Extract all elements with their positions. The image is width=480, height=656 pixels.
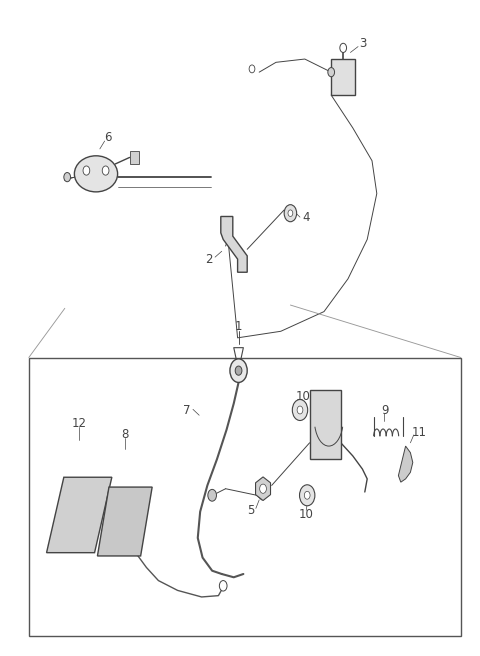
FancyBboxPatch shape	[310, 390, 341, 459]
Text: 4: 4	[302, 211, 310, 224]
Circle shape	[102, 166, 109, 175]
Circle shape	[297, 406, 303, 414]
Polygon shape	[97, 487, 152, 556]
Polygon shape	[255, 477, 271, 501]
Circle shape	[304, 491, 310, 499]
Text: 1: 1	[235, 320, 242, 333]
Circle shape	[208, 489, 216, 501]
Text: 9: 9	[382, 403, 389, 417]
Circle shape	[83, 166, 90, 175]
FancyBboxPatch shape	[130, 151, 139, 164]
Circle shape	[235, 366, 242, 375]
Text: 2: 2	[205, 253, 213, 266]
Text: 7: 7	[183, 403, 191, 417]
Ellipse shape	[74, 156, 118, 192]
Text: 8: 8	[121, 428, 129, 441]
Circle shape	[300, 485, 315, 506]
Circle shape	[328, 68, 335, 77]
Circle shape	[340, 43, 347, 52]
Circle shape	[64, 173, 71, 182]
Text: 10: 10	[299, 508, 313, 522]
Circle shape	[284, 205, 297, 222]
Text: 12: 12	[72, 417, 87, 430]
Polygon shape	[47, 478, 112, 552]
Circle shape	[292, 400, 308, 420]
Text: 3: 3	[359, 37, 367, 51]
Polygon shape	[221, 216, 247, 272]
Polygon shape	[398, 446, 413, 482]
Text: 5: 5	[247, 504, 255, 517]
FancyBboxPatch shape	[331, 59, 355, 95]
FancyBboxPatch shape	[29, 358, 461, 636]
Circle shape	[288, 210, 293, 216]
Text: 10: 10	[296, 390, 311, 403]
Circle shape	[219, 581, 227, 591]
Text: 6: 6	[104, 131, 112, 144]
Circle shape	[249, 65, 255, 73]
Circle shape	[230, 359, 247, 382]
Circle shape	[260, 484, 266, 493]
Text: 11: 11	[412, 426, 427, 440]
